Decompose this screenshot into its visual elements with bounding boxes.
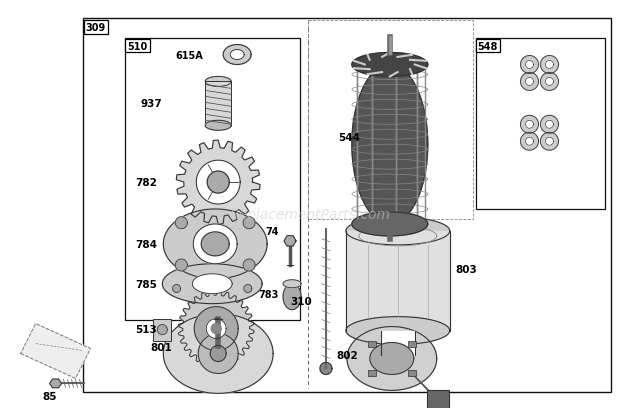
Text: 74: 74 bbox=[265, 226, 278, 236]
Polygon shape bbox=[163, 209, 267, 279]
Polygon shape bbox=[347, 327, 436, 391]
Polygon shape bbox=[526, 121, 533, 129]
Polygon shape bbox=[521, 133, 539, 151]
Polygon shape bbox=[526, 138, 533, 146]
Polygon shape bbox=[283, 280, 301, 288]
FancyBboxPatch shape bbox=[427, 391, 449, 408]
Polygon shape bbox=[352, 65, 428, 225]
Text: 548: 548 bbox=[477, 41, 498, 52]
Polygon shape bbox=[346, 218, 450, 245]
Polygon shape bbox=[162, 264, 262, 304]
Polygon shape bbox=[546, 78, 554, 86]
Polygon shape bbox=[192, 274, 232, 294]
Text: 510: 510 bbox=[127, 41, 148, 52]
Text: 309: 309 bbox=[86, 22, 106, 33]
Polygon shape bbox=[352, 54, 428, 77]
Text: 615A: 615A bbox=[175, 50, 203, 61]
FancyBboxPatch shape bbox=[125, 38, 300, 320]
Polygon shape bbox=[194, 307, 238, 351]
Polygon shape bbox=[346, 231, 450, 331]
Polygon shape bbox=[521, 73, 539, 91]
Polygon shape bbox=[157, 325, 167, 335]
Polygon shape bbox=[243, 259, 255, 271]
Text: 784: 784 bbox=[135, 239, 157, 249]
Polygon shape bbox=[283, 284, 301, 310]
Polygon shape bbox=[244, 285, 252, 293]
FancyBboxPatch shape bbox=[476, 38, 605, 209]
Polygon shape bbox=[243, 217, 255, 229]
Text: 937: 937 bbox=[140, 99, 162, 109]
Text: 785: 785 bbox=[135, 279, 157, 289]
Polygon shape bbox=[546, 138, 554, 146]
Polygon shape bbox=[526, 61, 533, 69]
Polygon shape bbox=[163, 314, 273, 393]
Polygon shape bbox=[346, 317, 450, 345]
Polygon shape bbox=[50, 379, 61, 388]
Polygon shape bbox=[172, 285, 180, 293]
Polygon shape bbox=[546, 61, 554, 69]
Polygon shape bbox=[541, 56, 559, 74]
Polygon shape bbox=[205, 121, 231, 131]
FancyBboxPatch shape bbox=[407, 342, 415, 348]
Polygon shape bbox=[198, 334, 238, 373]
Polygon shape bbox=[193, 225, 237, 264]
Text: 803: 803 bbox=[456, 264, 477, 274]
FancyBboxPatch shape bbox=[368, 370, 376, 375]
Polygon shape bbox=[202, 232, 229, 256]
Polygon shape bbox=[175, 259, 187, 271]
Polygon shape bbox=[352, 212, 428, 236]
Polygon shape bbox=[179, 291, 254, 366]
FancyBboxPatch shape bbox=[205, 82, 231, 127]
Polygon shape bbox=[210, 346, 226, 362]
Text: 782: 782 bbox=[135, 178, 157, 188]
Text: 802: 802 bbox=[336, 351, 358, 361]
Polygon shape bbox=[205, 77, 231, 87]
Text: 513: 513 bbox=[135, 324, 157, 334]
Polygon shape bbox=[206, 319, 226, 339]
Polygon shape bbox=[223, 45, 251, 65]
Polygon shape bbox=[546, 121, 554, 129]
FancyBboxPatch shape bbox=[407, 370, 415, 375]
Polygon shape bbox=[176, 141, 260, 225]
FancyBboxPatch shape bbox=[82, 18, 611, 392]
Polygon shape bbox=[370, 343, 414, 375]
FancyBboxPatch shape bbox=[153, 319, 171, 341]
Text: 544: 544 bbox=[338, 133, 360, 143]
Text: 85: 85 bbox=[43, 391, 57, 401]
Polygon shape bbox=[541, 73, 559, 91]
Polygon shape bbox=[541, 116, 559, 134]
Text: 783: 783 bbox=[258, 289, 278, 299]
Polygon shape bbox=[541, 133, 559, 151]
Polygon shape bbox=[230, 50, 244, 61]
Polygon shape bbox=[284, 236, 296, 247]
Polygon shape bbox=[521, 56, 539, 74]
Polygon shape bbox=[197, 161, 240, 204]
Polygon shape bbox=[207, 172, 229, 193]
Polygon shape bbox=[526, 78, 533, 86]
Text: 310: 310 bbox=[290, 296, 312, 306]
Polygon shape bbox=[20, 324, 91, 378]
FancyBboxPatch shape bbox=[368, 342, 376, 348]
Polygon shape bbox=[320, 362, 332, 375]
Polygon shape bbox=[521, 116, 539, 134]
Polygon shape bbox=[211, 324, 221, 334]
Polygon shape bbox=[175, 217, 187, 229]
Polygon shape bbox=[381, 331, 415, 355]
Text: ReplacementParts.com: ReplacementParts.com bbox=[229, 207, 391, 221]
Text: 801: 801 bbox=[151, 342, 172, 352]
